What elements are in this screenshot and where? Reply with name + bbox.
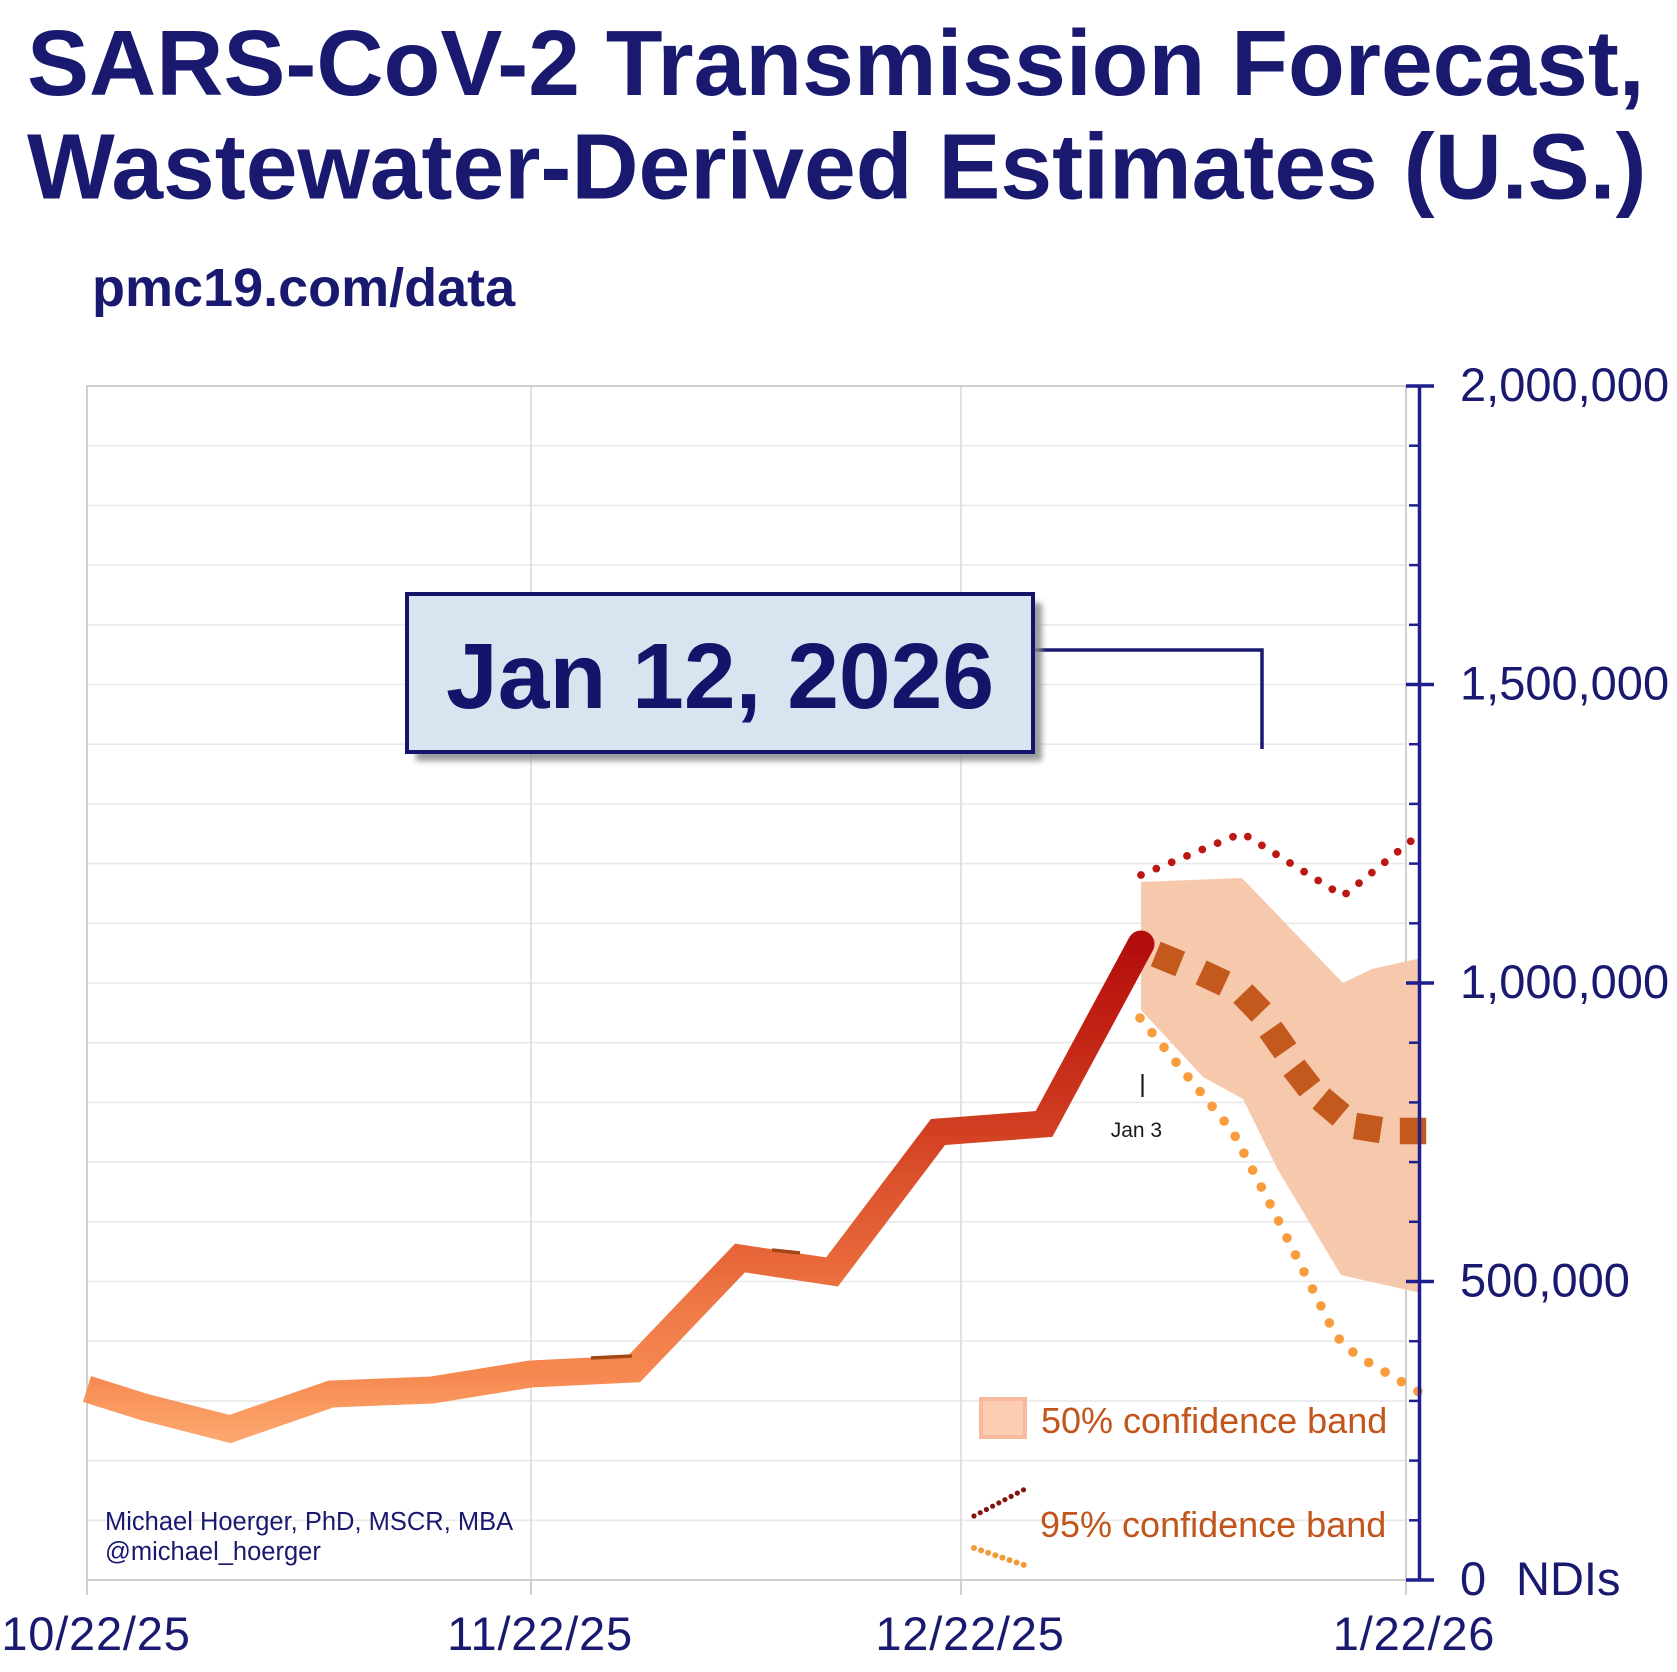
svg-text:@michael_hoerger: @michael_hoerger	[105, 1538, 321, 1566]
svg-text:12/22/25: 12/22/25	[875, 1607, 1064, 1660]
svg-text:Wastewater-Derived Estimates (: Wastewater-Derived Estimates (U.S.)	[27, 115, 1646, 219]
svg-text:500,000: 500,000	[1460, 1254, 1630, 1307]
svg-text:0: 0	[1460, 1552, 1486, 1605]
svg-text:NDIs: NDIs	[1516, 1552, 1620, 1605]
svg-text:11/22/25: 11/22/25	[447, 1607, 633, 1660]
svg-text:pmc19.com/data: pmc19.com/data	[92, 258, 516, 318]
svg-text:1,000,000: 1,000,000	[1460, 955, 1669, 1008]
svg-text:1,500,000: 1,500,000	[1460, 657, 1669, 710]
svg-text:1/22/26: 1/22/26	[1333, 1607, 1495, 1660]
svg-text:SARS-CoV-2 Transmission Foreca: SARS-CoV-2 Transmission Forecast,	[27, 11, 1645, 115]
svg-text:10/22/25: 10/22/25	[1, 1607, 190, 1660]
svg-text:Jan 3: Jan 3	[1111, 1119, 1162, 1142]
svg-text:Michael Hoerger, PhD, MSCR, MB: Michael Hoerger, PhD, MSCR, MBA	[105, 1508, 513, 1536]
svg-text:50% confidence band: 50% confidence band	[1041, 1400, 1387, 1441]
svg-text:Jan 12, 2026: Jan 12, 2026	[446, 624, 994, 728]
svg-text:95% confidence band: 95% confidence band	[1040, 1504, 1386, 1545]
svg-text:2,000,000: 2,000,000	[1460, 358, 1669, 411]
